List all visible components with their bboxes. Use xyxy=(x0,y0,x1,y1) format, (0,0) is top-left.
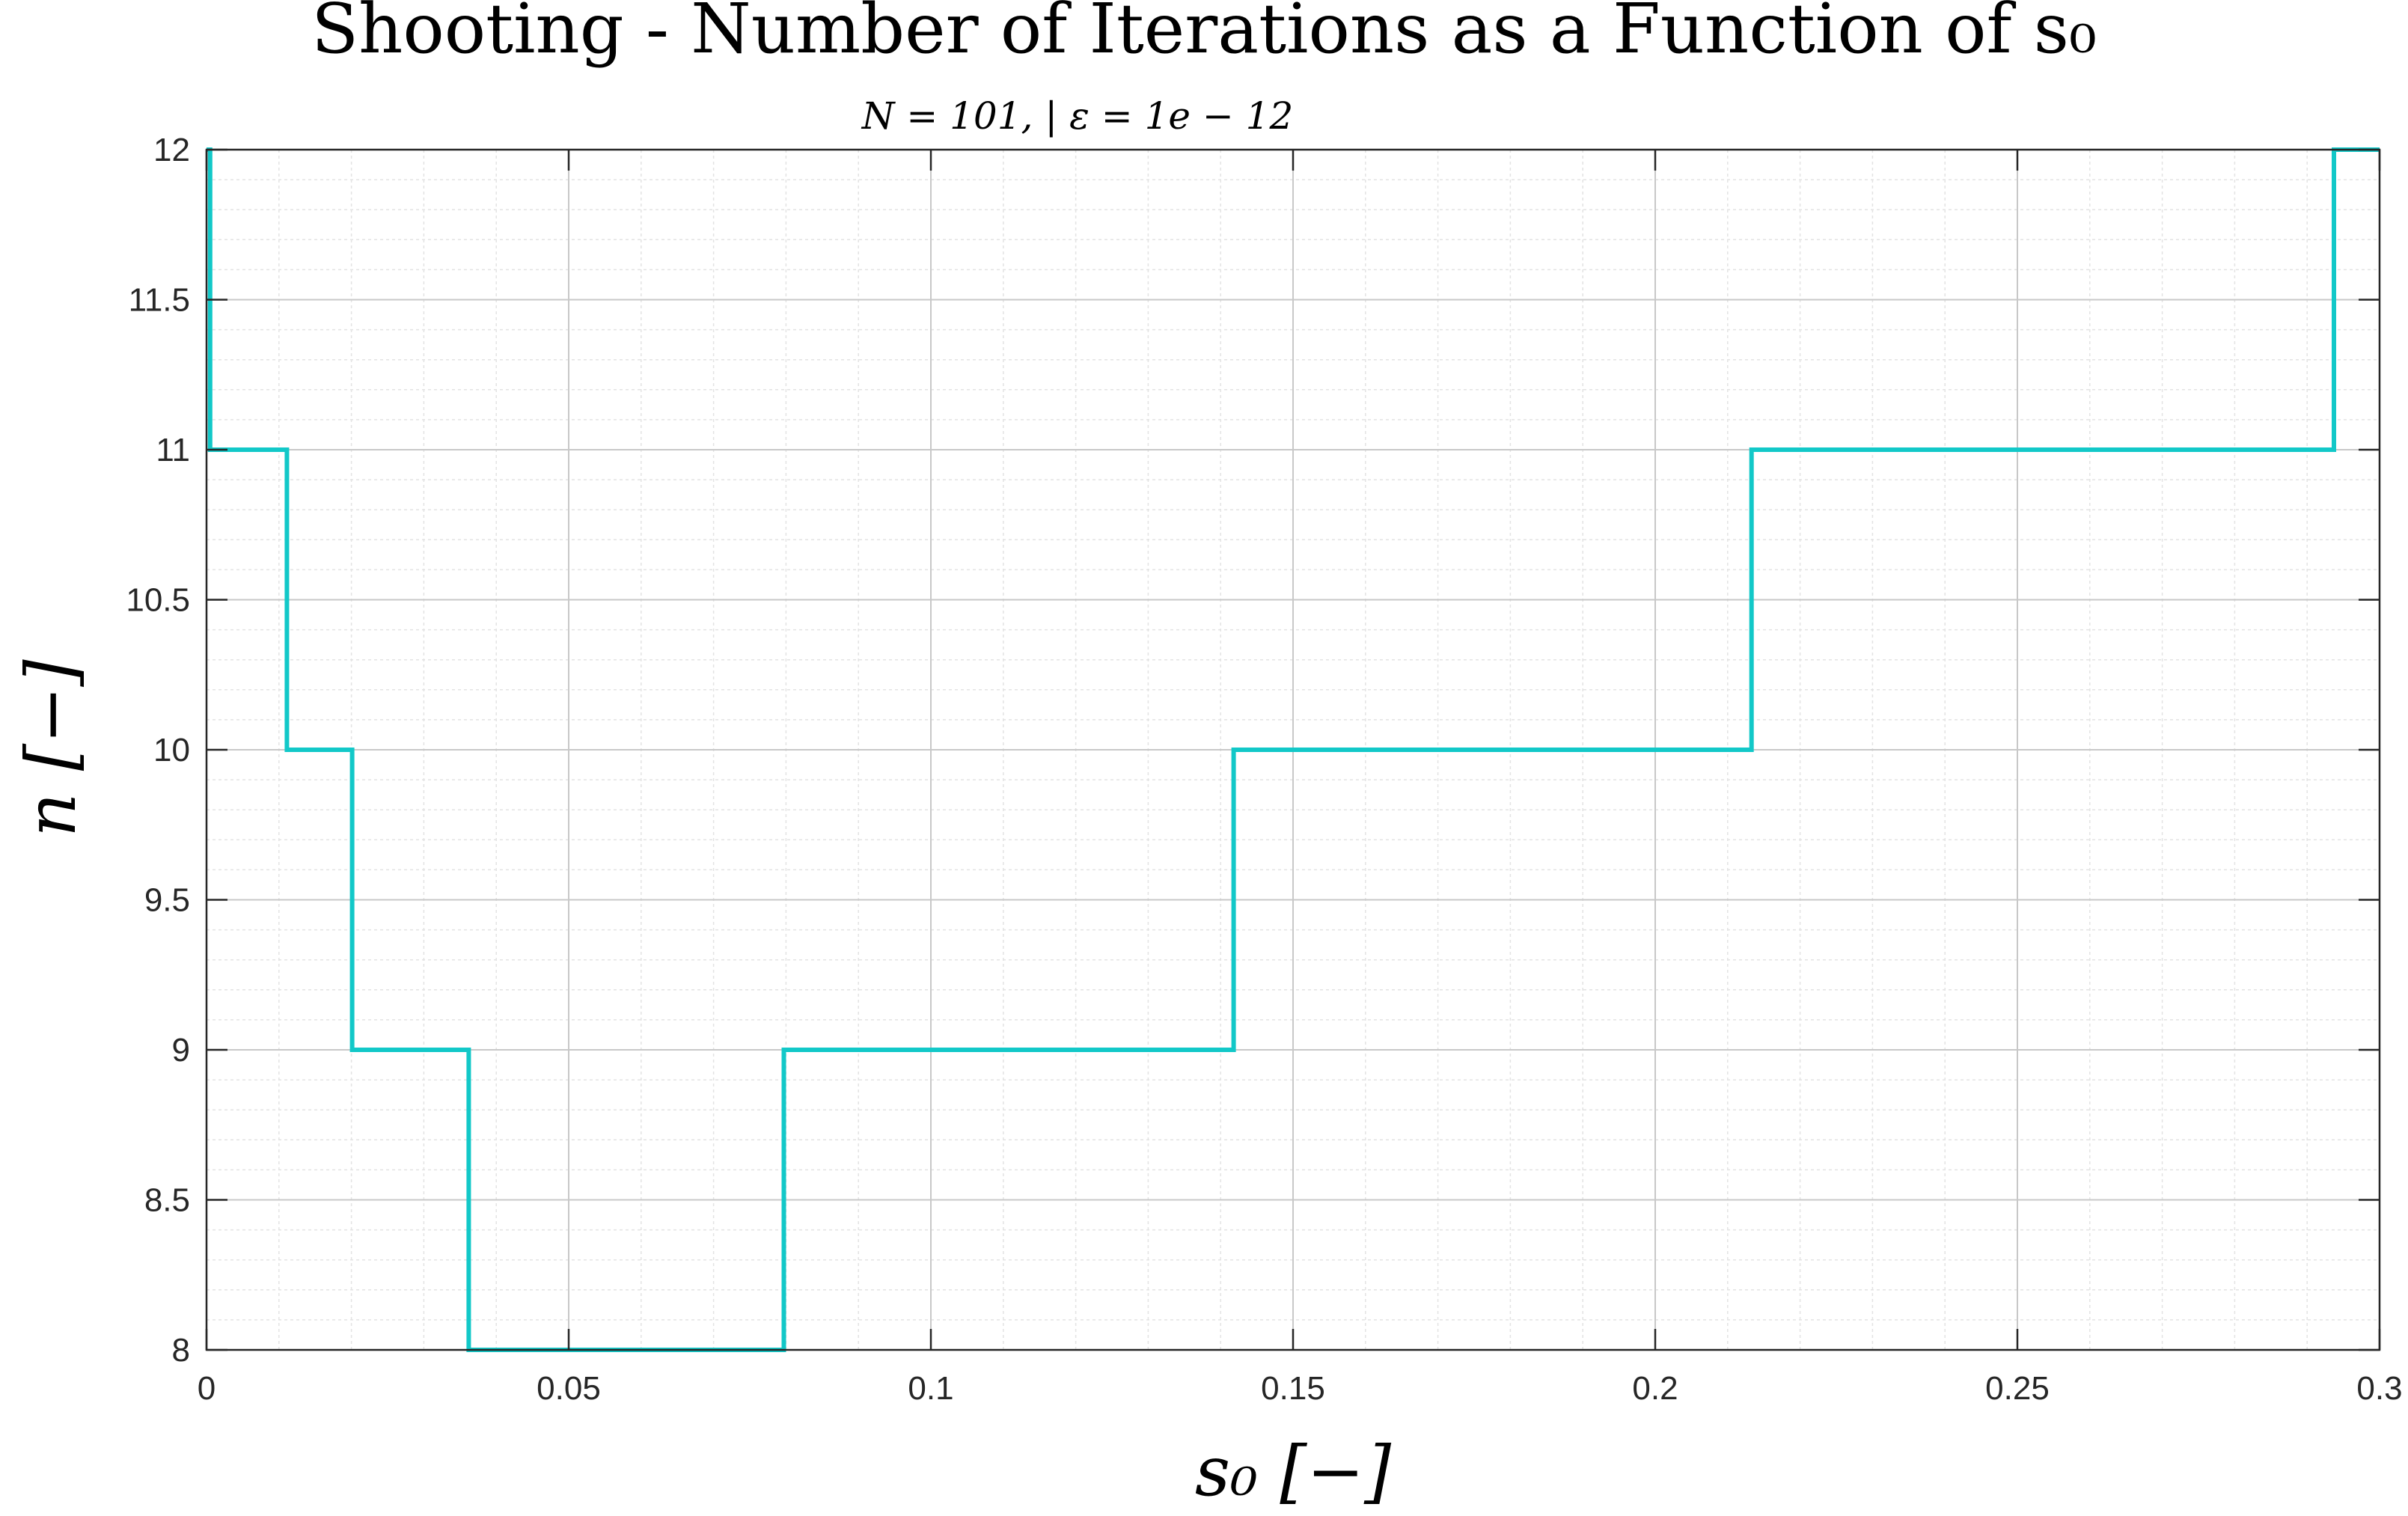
y-tick-label: 10.5 xyxy=(126,582,190,619)
x-axis-label: s₀ [−] xyxy=(1195,1431,1391,1512)
y-tick-label: 12 xyxy=(153,132,190,168)
chart-subtitle: N = 101, | ε = 1e − 12 xyxy=(861,94,1294,138)
y-tick-label: 8 xyxy=(172,1332,190,1369)
x-tick-label: 0.05 xyxy=(537,1370,601,1407)
y-tick-label: 8.5 xyxy=(144,1182,190,1219)
y-tick-label: 9 xyxy=(172,1032,190,1069)
y-tick-labels: 8 8.5 9 9.5 10 10.5 11 11.5 12 xyxy=(126,132,190,1369)
x-tick-label: 0.1 xyxy=(908,1370,953,1407)
axis-ticks xyxy=(205,148,2381,1351)
y-axis-label: n [−] xyxy=(11,659,91,837)
y-tick-label: 11.5 xyxy=(129,282,190,319)
x-tick-label: 0.15 xyxy=(1261,1370,1325,1407)
y-tick-label: 10 xyxy=(153,732,190,768)
x-tick-label: 0.25 xyxy=(1985,1370,2050,1407)
chart-title: Shooting - Number of Iterations as a Fun… xyxy=(311,0,2097,69)
x-tick-label: 0 xyxy=(198,1370,216,1407)
y-tick-label: 9.5 xyxy=(144,882,190,919)
x-tick-label: 0.2 xyxy=(1632,1370,1678,1407)
x-tick-labels: 0 0.05 0.1 0.15 0.2 0.25 0.3 xyxy=(198,1370,2403,1407)
y-tick-label: 11 xyxy=(156,432,190,468)
x-tick-label: 0.3 xyxy=(2356,1370,2402,1407)
